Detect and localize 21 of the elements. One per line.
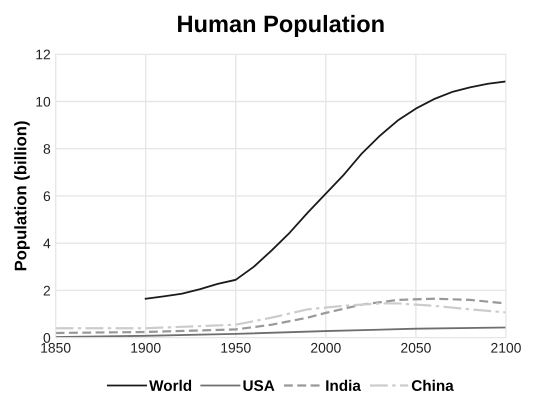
- x-tick-label: 1900: [131, 342, 161, 353]
- legend-label: World: [149, 380, 192, 391]
- y-tick-label: 8: [44, 144, 50, 154]
- y-tick-label: 2: [44, 286, 50, 296]
- y-tick-label: 0: [44, 333, 50, 343]
- legend-label: USA: [243, 380, 274, 391]
- y-tick-label: 6: [44, 191, 50, 202]
- line-series: [144, 80, 506, 300]
- x-tick-label: 2050: [401, 342, 431, 353]
- legend-label: China: [412, 380, 454, 391]
- legend-label: India: [326, 380, 361, 391]
- y-tick-label: 10: [36, 96, 50, 107]
- chart-title: Human Population: [178, 14, 384, 37]
- y-tick-label: 4: [43, 238, 50, 248]
- x-tick-label: 1850: [41, 342, 71, 353]
- y-tick-label: 12: [36, 50, 50, 60]
- x-tick-label: 2100: [491, 342, 521, 353]
- x-tick-label: 1950: [221, 342, 251, 353]
- y-axis-title: Population (billion): [14, 121, 30, 270]
- line-series: [56, 302, 506, 330]
- x-tick-label: 2000: [311, 342, 341, 353]
